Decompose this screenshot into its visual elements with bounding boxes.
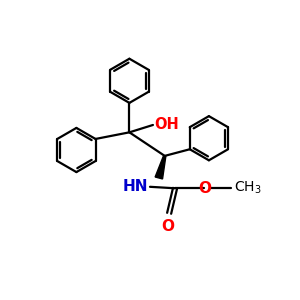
Text: O: O bbox=[161, 219, 174, 234]
Text: OH: OH bbox=[154, 118, 179, 133]
Polygon shape bbox=[155, 156, 166, 179]
Text: O: O bbox=[198, 181, 211, 196]
Text: HN: HN bbox=[123, 179, 148, 194]
Text: CH$_3$: CH$_3$ bbox=[234, 180, 262, 196]
